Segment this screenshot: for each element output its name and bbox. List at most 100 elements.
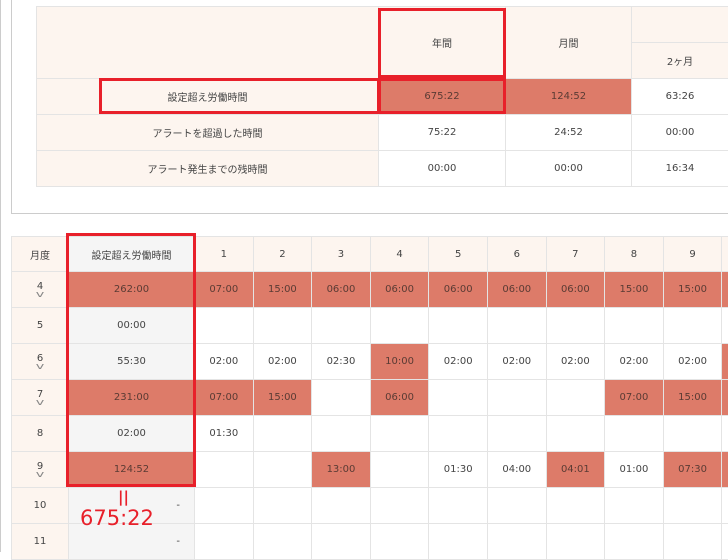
annotation-equals: || — [118, 489, 129, 505]
day-cell-extra — [722, 380, 728, 416]
header-month-label: 月度 — [12, 237, 69, 272]
day-cell-extra — [722, 344, 728, 380]
day-cell — [546, 380, 605, 416]
day-cell: 07:00 — [605, 380, 664, 416]
day-cell-extra — [722, 488, 728, 524]
month-label: 8 — [12, 428, 68, 439]
day-cell — [429, 308, 488, 344]
chevron-down-icon[interactable]: v — [0, 364, 85, 371]
day-cell — [195, 524, 254, 560]
header-day: 2 — [253, 237, 312, 272]
header-day: 9 — [663, 237, 722, 272]
month-total: 00:00 — [69, 308, 195, 344]
day-cell: 06:00 — [487, 272, 546, 308]
summary-corner — [37, 7, 379, 79]
day-cell — [487, 524, 546, 560]
day-cell — [253, 452, 312, 488]
day-cell-extra — [722, 272, 728, 308]
day-cell: 15:00 — [663, 380, 722, 416]
summary-value-two-month: 63:26 — [632, 79, 728, 115]
day-cell: 06:00 — [370, 272, 429, 308]
day-cell — [546, 488, 605, 524]
day-cell: 15:00 — [663, 272, 722, 308]
day-cell — [370, 308, 429, 344]
month-label: 5 — [12, 320, 68, 331]
day-cell: 15:00 — [253, 380, 312, 416]
header-total: 設定超え労働時間 — [69, 237, 195, 272]
month-total: 124:52 — [69, 452, 195, 488]
day-cell: 06:00 — [429, 272, 488, 308]
day-cell: 15:00 — [605, 272, 664, 308]
day-cell — [605, 524, 664, 560]
day-cell: 01:30 — [195, 416, 254, 452]
day-cell — [253, 416, 312, 452]
day-cell — [429, 416, 488, 452]
day-cell: 04:01 — [546, 452, 605, 488]
month-cell: 10 — [12, 488, 69, 524]
day-cell — [487, 308, 546, 344]
day-cell: 02:00 — [253, 344, 312, 380]
day-cell — [195, 488, 254, 524]
day-cell — [312, 380, 371, 416]
day-cell: 02:00 — [429, 344, 488, 380]
day-cell: 02:00 — [487, 344, 546, 380]
day-cell: 06:00 — [312, 272, 371, 308]
day-cell — [429, 380, 488, 416]
day-cell: 07:30 — [663, 452, 722, 488]
day-cell — [312, 524, 371, 560]
day-cell — [429, 524, 488, 560]
day-cell — [253, 524, 312, 560]
day-cell: 04:00 — [487, 452, 546, 488]
day-cell — [663, 308, 722, 344]
day-cell: 02:00 — [605, 344, 664, 380]
month-total: 02:00 — [69, 416, 195, 452]
header-day: 4 — [370, 237, 429, 272]
summary-value-year: 00:00 — [379, 151, 506, 187]
month-total: 55:30 — [69, 344, 195, 380]
summary-value-month: 00:00 — [506, 151, 632, 187]
month-label: 11 — [12, 536, 68, 547]
day-cell-extra — [722, 416, 728, 452]
header-year: 年間 — [379, 7, 506, 79]
day-cell: 15:00 — [253, 272, 312, 308]
day-cell — [605, 416, 664, 452]
month-total: 262:00 — [69, 272, 195, 308]
day-cell-extra — [722, 452, 728, 488]
annotation-total: 675:22 — [80, 506, 154, 530]
chevron-down-icon[interactable]: v — [0, 400, 85, 407]
day-cell-extra — [722, 308, 728, 344]
day-cell: 07:00 — [195, 272, 254, 308]
day-cell — [663, 524, 722, 560]
summary-value-two-month: 00:00 — [632, 115, 728, 151]
month-cell: 8 — [12, 416, 69, 452]
day-cell — [370, 452, 429, 488]
day-cell — [546, 416, 605, 452]
day-cell — [195, 452, 254, 488]
summary-value-year: 675:22 — [379, 79, 506, 115]
day-cell — [663, 488, 722, 524]
header-day: 8 — [605, 237, 664, 272]
day-cell: 02:00 — [195, 344, 254, 380]
chevron-down-icon[interactable]: v — [0, 472, 85, 479]
summary-value-month: 24:52 — [506, 115, 632, 151]
header-day-extra — [722, 237, 728, 272]
header-group — [632, 7, 728, 43]
chevron-down-icon[interactable]: v — [0, 292, 85, 299]
header-day: 1 — [195, 237, 254, 272]
day-cell — [253, 488, 312, 524]
month-cell: 5 — [12, 308, 69, 344]
summary-value-month: 124:52 — [506, 79, 632, 115]
header-day: 5 — [429, 237, 488, 272]
summary-value-two-month: 16:34 — [632, 151, 728, 187]
day-cell: 01:30 — [429, 452, 488, 488]
day-cell — [253, 308, 312, 344]
